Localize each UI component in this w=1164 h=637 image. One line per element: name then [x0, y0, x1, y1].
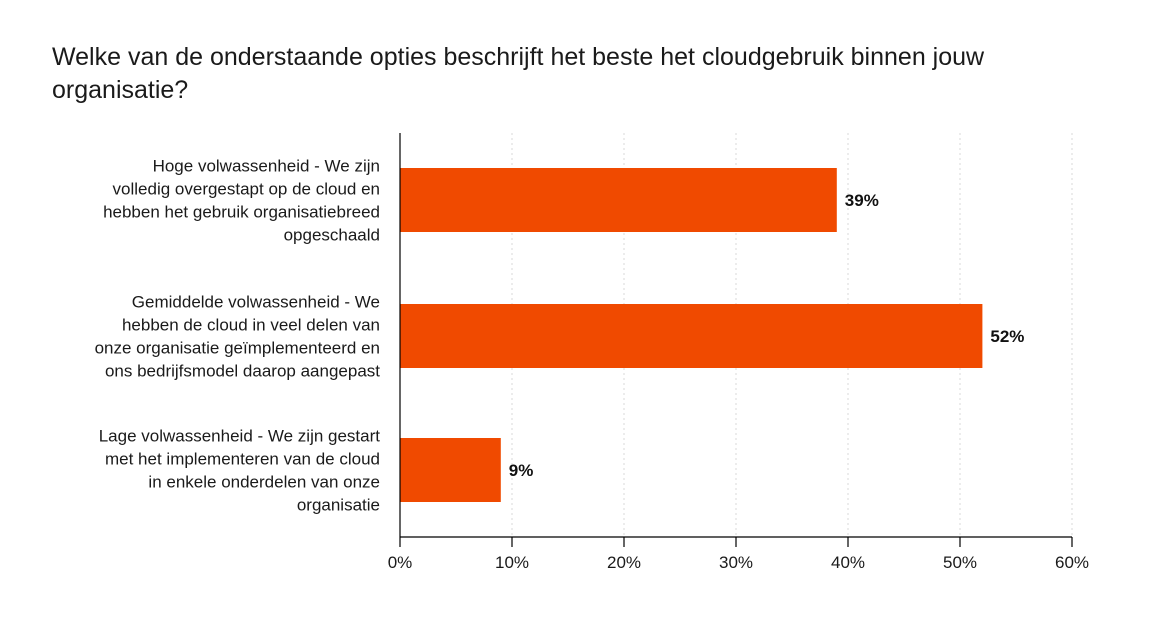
data-label: 9%: [509, 461, 534, 480]
x-tick-label: 20%: [607, 553, 641, 572]
x-tick-label: 0%: [388, 553, 413, 572]
x-tick-label: 10%: [495, 553, 529, 572]
bars: [400, 168, 983, 502]
x-tick-label: 30%: [719, 553, 753, 572]
labels: 39% Hoge volwassenheid - We zijn volledig …: [95, 157, 1089, 573]
category-label: Lage volwassenheid - We zijn gestart met …: [99, 427, 381, 515]
x-tick-label: 60%: [1055, 553, 1089, 572]
data-label: 52%: [990, 327, 1024, 346]
x-tick-label: 50%: [943, 553, 977, 572]
x-tick-label: 40%: [831, 553, 865, 572]
bar: [400, 438, 501, 502]
data-label: 39%: [845, 191, 879, 210]
chart-title: Welke van de onderstaande opties beschri…: [52, 43, 985, 104]
category-label: Hoge volwassenheid - We zijn volledig ove…: [103, 157, 380, 245]
axes: [399, 133, 1073, 547]
bar: [400, 304, 983, 368]
bar: [400, 168, 837, 232]
category-label: Gemiddelde volwassenheid - We hebben de c…: [95, 293, 381, 381]
